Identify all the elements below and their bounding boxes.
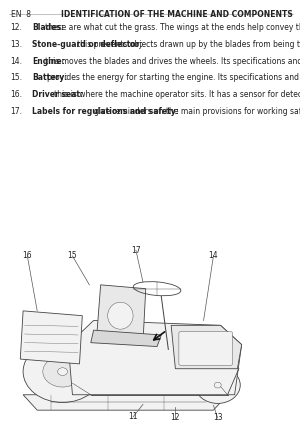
Text: Driver seat:: Driver seat: (32, 90, 83, 99)
Ellipse shape (206, 376, 229, 394)
Text: Engine:: Engine: (32, 57, 65, 66)
Ellipse shape (214, 382, 221, 388)
Text: 13: 13 (213, 413, 223, 423)
Polygon shape (91, 330, 161, 346)
Text: this is where the machine operator sits. It has a sensor for detecting the prese: this is where the machine operator sits.… (54, 90, 300, 99)
Polygon shape (171, 325, 242, 369)
Text: 12: 12 (171, 413, 180, 423)
Text: 13.: 13. (11, 40, 22, 49)
Text: Battery:: Battery: (32, 73, 68, 82)
Text: 14.: 14. (11, 57, 22, 66)
Ellipse shape (43, 356, 82, 387)
Polygon shape (20, 311, 82, 364)
Text: give reminders on the main provisions for working safely, each of which is expla: give reminders on the main provisions fo… (94, 106, 300, 115)
Text: EN  8: EN 8 (11, 10, 31, 19)
Text: 16.: 16. (11, 90, 22, 99)
Text: 12.: 12. (11, 23, 22, 32)
Text: this prevents objects drawn up by the blades from being thrown outside of the ma: this prevents objects drawn up by the bl… (77, 40, 300, 49)
Ellipse shape (108, 302, 133, 329)
Ellipse shape (23, 341, 102, 403)
Polygon shape (23, 395, 227, 410)
Text: 17: 17 (131, 246, 141, 255)
Text: 15.: 15. (11, 73, 22, 82)
Text: 14: 14 (208, 251, 218, 260)
Text: Labels for regulations and safety:: Labels for regulations and safety: (32, 106, 179, 115)
Ellipse shape (58, 368, 68, 375)
Text: 17.: 17. (11, 106, 22, 115)
Polygon shape (96, 285, 146, 343)
Text: Stone-guard or deflector:: Stone-guard or deflector: (32, 40, 143, 49)
Text: provides the energy for starting the engine. Its specifications and regulations : provides the energy for starting the eng… (47, 73, 300, 82)
Text: these are what cut the grass. The wings at the ends help convey the cut grass to: these are what cut the grass. The wings … (45, 23, 300, 32)
FancyBboxPatch shape (179, 331, 232, 366)
Text: 11: 11 (128, 412, 138, 421)
Text: this moves the blades and drives the wheels. Its specifications and regulations : this moves the blades and drives the whe… (45, 57, 300, 66)
Text: IDENTIFICATION OF THE MACHINE AND COMPONENTS: IDENTIFICATION OF THE MACHINE AND COMPON… (61, 10, 292, 19)
Ellipse shape (195, 367, 240, 403)
Text: Blades:: Blades: (32, 23, 64, 32)
Polygon shape (68, 320, 242, 395)
Text: 15: 15 (68, 251, 77, 260)
Text: 16: 16 (22, 251, 32, 260)
